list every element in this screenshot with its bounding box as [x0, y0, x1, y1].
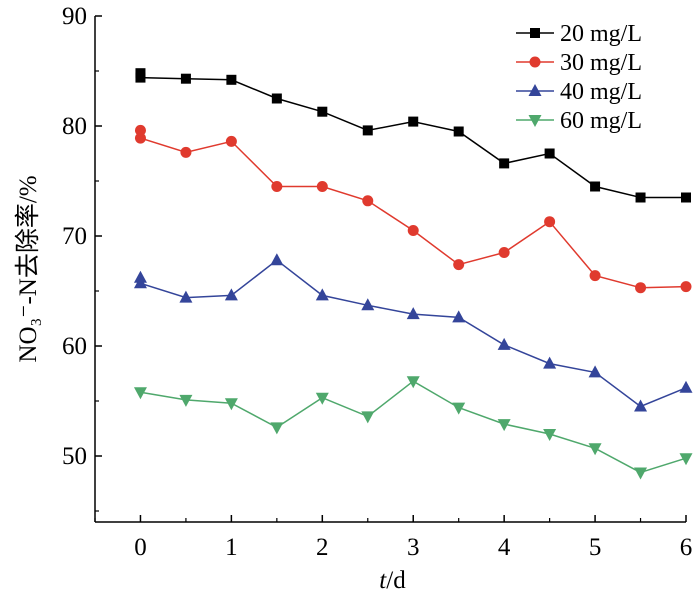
circle-marker: [134, 132, 146, 144]
triangle-down-marker: [452, 402, 466, 415]
triangle-up-marker: [179, 290, 193, 303]
square-marker: [681, 192, 691, 203]
square-marker: [271, 93, 282, 104]
square-marker: [408, 116, 419, 127]
series-line: [139, 130, 687, 289]
series-1: [135, 68, 691, 203]
legend-item: 20 mg/L: [516, 21, 642, 47]
series-line: [139, 259, 687, 408]
y-axis-title: NO₃⁻-N去除率/%: [14, 175, 42, 362]
series-3: [133, 253, 693, 412]
series-4: [133, 376, 693, 480]
triangle-up-marker: [315, 288, 329, 301]
circle-marker: [680, 281, 692, 293]
triangle-down-marker: [679, 453, 693, 466]
triangle-down-marker: [406, 376, 420, 389]
series-line: [140, 380, 687, 474]
x-axis-title: t/d: [379, 567, 406, 594]
legend-item: 30 mg/L: [516, 50, 642, 76]
square-marker: [317, 106, 328, 117]
triangle-up-marker: [543, 356, 557, 369]
x-tick-label: 1: [225, 534, 238, 561]
circle-marker: [544, 216, 556, 228]
square-marker: [530, 28, 540, 38]
triangle-up-marker: [497, 337, 511, 350]
x-tick-label: 4: [498, 534, 511, 561]
triangle-up-marker: [679, 380, 693, 393]
circle-marker: [271, 181, 283, 192]
y-tick-label: 50: [62, 443, 87, 470]
triangle-up-marker: [133, 276, 147, 289]
y-tick-label: 60: [62, 333, 87, 360]
y-tick-label: 90: [62, 3, 87, 30]
triangle-down-marker: [361, 411, 375, 424]
circle-marker: [453, 259, 465, 271]
series-2: [134, 124, 692, 294]
legend: 20 mg/L 30 mg/L 40 mg/L 60 mg/L: [516, 21, 642, 134]
triangle-down-marker: [315, 392, 329, 405]
triangle-up-marker: [406, 307, 420, 320]
square-marker: [499, 158, 510, 169]
square-marker: [135, 72, 146, 83]
legend-item: 40 mg/L: [516, 79, 642, 105]
triangle-up-marker: [224, 288, 238, 301]
legend-label: 60 mg/L: [560, 108, 642, 134]
x-tick-label: 6: [680, 534, 693, 561]
series-line: [139, 73, 686, 199]
square-marker: [590, 181, 601, 192]
triangle-up-marker: [528, 84, 542, 96]
legend-label: 20 mg/L: [560, 21, 642, 47]
circle-marker: [529, 56, 541, 68]
square-marker: [362, 125, 373, 136]
x-tick-label: 2: [316, 534, 329, 561]
triangle-up-marker: [270, 253, 284, 266]
triangle-up-marker: [452, 310, 466, 323]
legend-item: 60 mg/L: [516, 108, 642, 134]
circle-marker: [407, 225, 419, 236]
square-marker: [226, 74, 237, 85]
square-marker: [180, 73, 191, 84]
legend-label: 30 mg/L: [560, 50, 642, 76]
series-layer: [133, 68, 693, 480]
circle-marker: [316, 181, 328, 192]
x-tick-label: 5: [589, 534, 602, 561]
triangle-down-marker: [224, 398, 238, 411]
axes: 50 60 70 80 90 0 1 2 3 4 5 6 t/d NO₃⁻-N去除率/%: [14, 3, 692, 594]
triangle-down-marker: [543, 429, 557, 441]
circle-marker: [134, 124, 146, 136]
triangle-down-marker: [270, 422, 284, 435]
triangle-up-marker: [634, 399, 648, 412]
square-marker: [544, 148, 555, 159]
circle-marker: [225, 135, 237, 147]
square-marker: [635, 192, 646, 203]
square-marker: [453, 126, 464, 137]
triangle-down-marker: [588, 443, 602, 456]
triangle-down-marker: [133, 387, 147, 400]
y-tick-label: 80: [62, 113, 87, 140]
x-tick-label: 0: [134, 534, 147, 561]
circle-marker: [180, 146, 192, 158]
triangle-up-marker: [588, 365, 602, 378]
triangle-up-marker: [361, 298, 375, 311]
triangle-down-marker: [634, 467, 648, 480]
circle-marker: [589, 270, 601, 282]
circle-marker: [635, 282, 647, 294]
x-tick-label: 3: [407, 534, 420, 561]
circle-marker: [498, 247, 510, 258]
triangle-down-marker: [179, 394, 193, 407]
triangle-down-marker: [497, 419, 511, 432]
legend-label: 40 mg/L: [560, 79, 642, 105]
triangle-down-marker: [528, 115, 542, 127]
y-tick-label: 70: [62, 223, 87, 250]
circle-marker: [362, 195, 374, 207]
